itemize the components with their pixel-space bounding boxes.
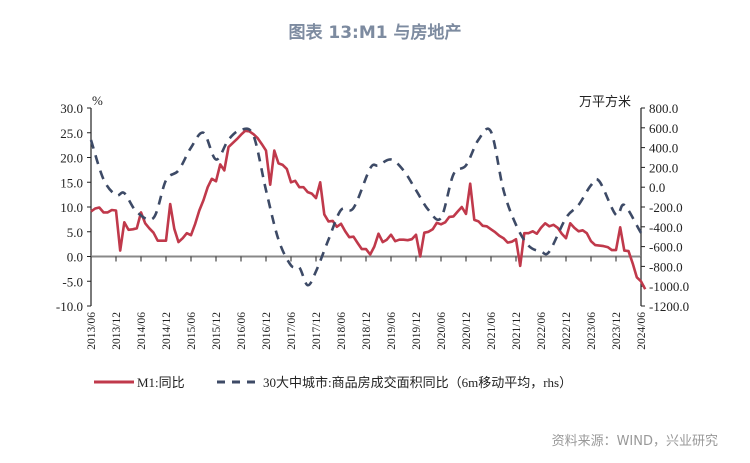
left-unit-label: % bbox=[92, 93, 103, 108]
x-tick-label: 2016/06 bbox=[236, 312, 248, 350]
right-tick-label: -800.0 bbox=[649, 259, 683, 274]
left-tick-label: 20.0 bbox=[60, 151, 83, 166]
right-tick-label: 400.0 bbox=[649, 141, 678, 156]
right-tick-label: -200.0 bbox=[649, 200, 683, 215]
x-tick-label: 2014/12 bbox=[161, 312, 173, 350]
right-tick-label: -1200.0 bbox=[649, 299, 689, 314]
legend-m1-label: M1:同比 bbox=[137, 375, 185, 390]
left-tick-label: 5.0 bbox=[67, 225, 83, 240]
x-tick-label: 2014/06 bbox=[136, 312, 148, 350]
right-tick-label: -1000.0 bbox=[649, 279, 689, 294]
x-tick-label: 2020/12 bbox=[461, 312, 473, 350]
housing-sales-area-line bbox=[89, 127, 647, 287]
x-tick-label: 2015/06 bbox=[186, 312, 198, 350]
x-tick-label: 2021/12 bbox=[511, 312, 523, 350]
right-tick-label: 600.0 bbox=[649, 121, 678, 136]
legend-housing-label: 30大中城市:商品房成交面积同比（6m移动平均，rhs） bbox=[263, 375, 572, 390]
x-tick-label: 2016/12 bbox=[261, 312, 273, 350]
chart-title: 图表 13:M1 与房地产 bbox=[288, 23, 462, 43]
x-tick-label: 2015/12 bbox=[211, 312, 223, 350]
x-tick-label: 2022/06 bbox=[536, 312, 548, 350]
left-tick-label: -5.0 bbox=[62, 274, 83, 289]
x-tick-label: 2019/12 bbox=[411, 312, 423, 350]
x-tick-label: 2023/12 bbox=[611, 312, 623, 350]
x-tick-label: 2022/12 bbox=[561, 312, 573, 350]
x-tick-label: 2013/12 bbox=[111, 312, 123, 350]
series-lines bbox=[89, 127, 647, 290]
axes: 30.0 25.0 20.0 15.0 10.0 5.0 0.0 -5.0 -10.0 800.0… bbox=[56, 101, 689, 350]
left-tick-label: 15.0 bbox=[60, 175, 83, 190]
legend: M1:同比 30大中城市:商品房成交面积同比（6m移动平均，rhs） bbox=[94, 375, 572, 390]
right-tick-label: 800.0 bbox=[649, 101, 678, 116]
right-tick-label: 200.0 bbox=[649, 160, 678, 175]
left-tick-label: 0.0 bbox=[67, 250, 83, 265]
x-tick-label: 2018/06 bbox=[336, 312, 348, 350]
left-tick-label: 25.0 bbox=[60, 126, 83, 141]
m1-yoy-line bbox=[90, 129, 647, 290]
x-tick-label: 2019/06 bbox=[386, 312, 398, 350]
left-tick-label: -10.0 bbox=[56, 299, 83, 314]
x-tick-label: 2021/06 bbox=[486, 312, 498, 350]
left-tick-label: 10.0 bbox=[60, 200, 83, 215]
x-tick-label: 2018/12 bbox=[361, 312, 373, 350]
x-tick-label: 2020/06 bbox=[436, 312, 448, 350]
x-tick-label: 2017/12 bbox=[311, 312, 323, 350]
left-tick-label: 30.0 bbox=[60, 101, 83, 116]
x-tick-label: 2024/06 bbox=[636, 312, 648, 350]
source-note: 资料来源：WIND，兴业研究 bbox=[551, 434, 718, 449]
right-unit-label: 万平方米 bbox=[579, 94, 631, 109]
x-tick-label: 2017/06 bbox=[286, 312, 298, 350]
right-tick-label: 0.0 bbox=[649, 180, 665, 195]
right-tick-label: -600.0 bbox=[649, 240, 683, 255]
right-tick-label: -400.0 bbox=[649, 220, 683, 235]
x-tick-label: 2023/06 bbox=[586, 312, 598, 350]
x-tick-label: 2013/06 bbox=[86, 312, 98, 350]
